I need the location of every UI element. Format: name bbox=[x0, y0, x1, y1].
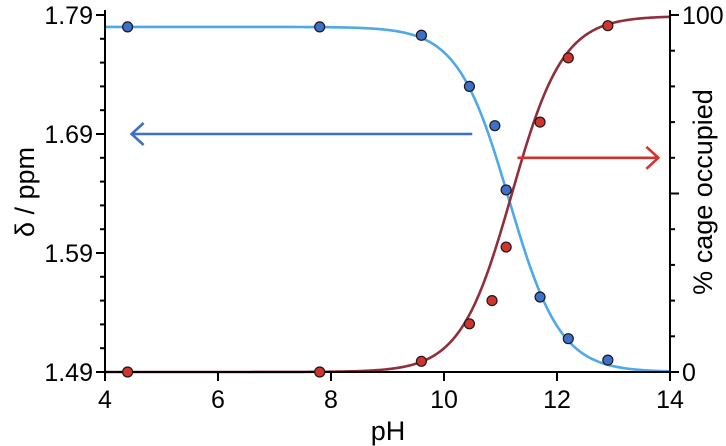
occupancy-point bbox=[463, 318, 476, 330]
x-tick-label: 14 bbox=[656, 386, 684, 414]
shift-point bbox=[602, 354, 614, 366]
direction-arrows bbox=[129, 122, 661, 170]
y-left-axis-title: δ / ppm bbox=[10, 147, 40, 237]
shift-point bbox=[463, 80, 476, 93]
y-left-tick-label: 1.79 bbox=[44, 2, 93, 30]
occupancy-point bbox=[562, 52, 574, 64]
occupancy-point bbox=[121, 366, 134, 378]
shift-point bbox=[314, 21, 326, 33]
shift-point bbox=[489, 120, 501, 132]
shift-point bbox=[121, 21, 134, 33]
shift-point bbox=[534, 291, 546, 303]
y-right-axis-title: % cage occupied bbox=[688, 89, 718, 295]
occupancy-point bbox=[415, 355, 427, 367]
occupancy-point bbox=[602, 20, 614, 32]
fit-curve-2 bbox=[105, 15, 671, 374]
x-tick-label: 6 bbox=[211, 386, 225, 414]
x-tick-label: 12 bbox=[543, 386, 571, 414]
tick-labels: 4 6 8 10 12 14 1.49 1.59 1.69 1.79 0 100 bbox=[44, 2, 723, 414]
y-left-tick-label: 1.69 bbox=[44, 121, 93, 149]
x-axis-title: pH bbox=[371, 416, 406, 446]
y-right-tick-label: 0 bbox=[682, 359, 696, 387]
x-tick-label: 8 bbox=[324, 386, 338, 414]
left-arrow-head bbox=[129, 122, 145, 146]
shift-point bbox=[415, 29, 427, 41]
shift-point bbox=[562, 333, 574, 345]
x-tick-label: 4 bbox=[98, 386, 112, 414]
y-left-tick-label: 1.59 bbox=[44, 240, 93, 268]
fit-curve-1 bbox=[105, 25, 671, 373]
right-arrow-head bbox=[645, 145, 661, 170]
occupancy-point bbox=[314, 366, 326, 378]
data-points bbox=[121, 20, 614, 378]
fit-curves bbox=[105, 15, 671, 374]
x-tick-label: 10 bbox=[430, 386, 458, 414]
occupancy-point bbox=[500, 241, 512, 253]
shift-point bbox=[500, 184, 512, 196]
y-left-tick-label: 1.49 bbox=[44, 359, 93, 387]
y-right-tick-label: 100 bbox=[682, 2, 724, 30]
occupancy-point bbox=[486, 295, 498, 307]
axes bbox=[96, 10, 679, 381]
occupancy-point bbox=[534, 116, 546, 128]
